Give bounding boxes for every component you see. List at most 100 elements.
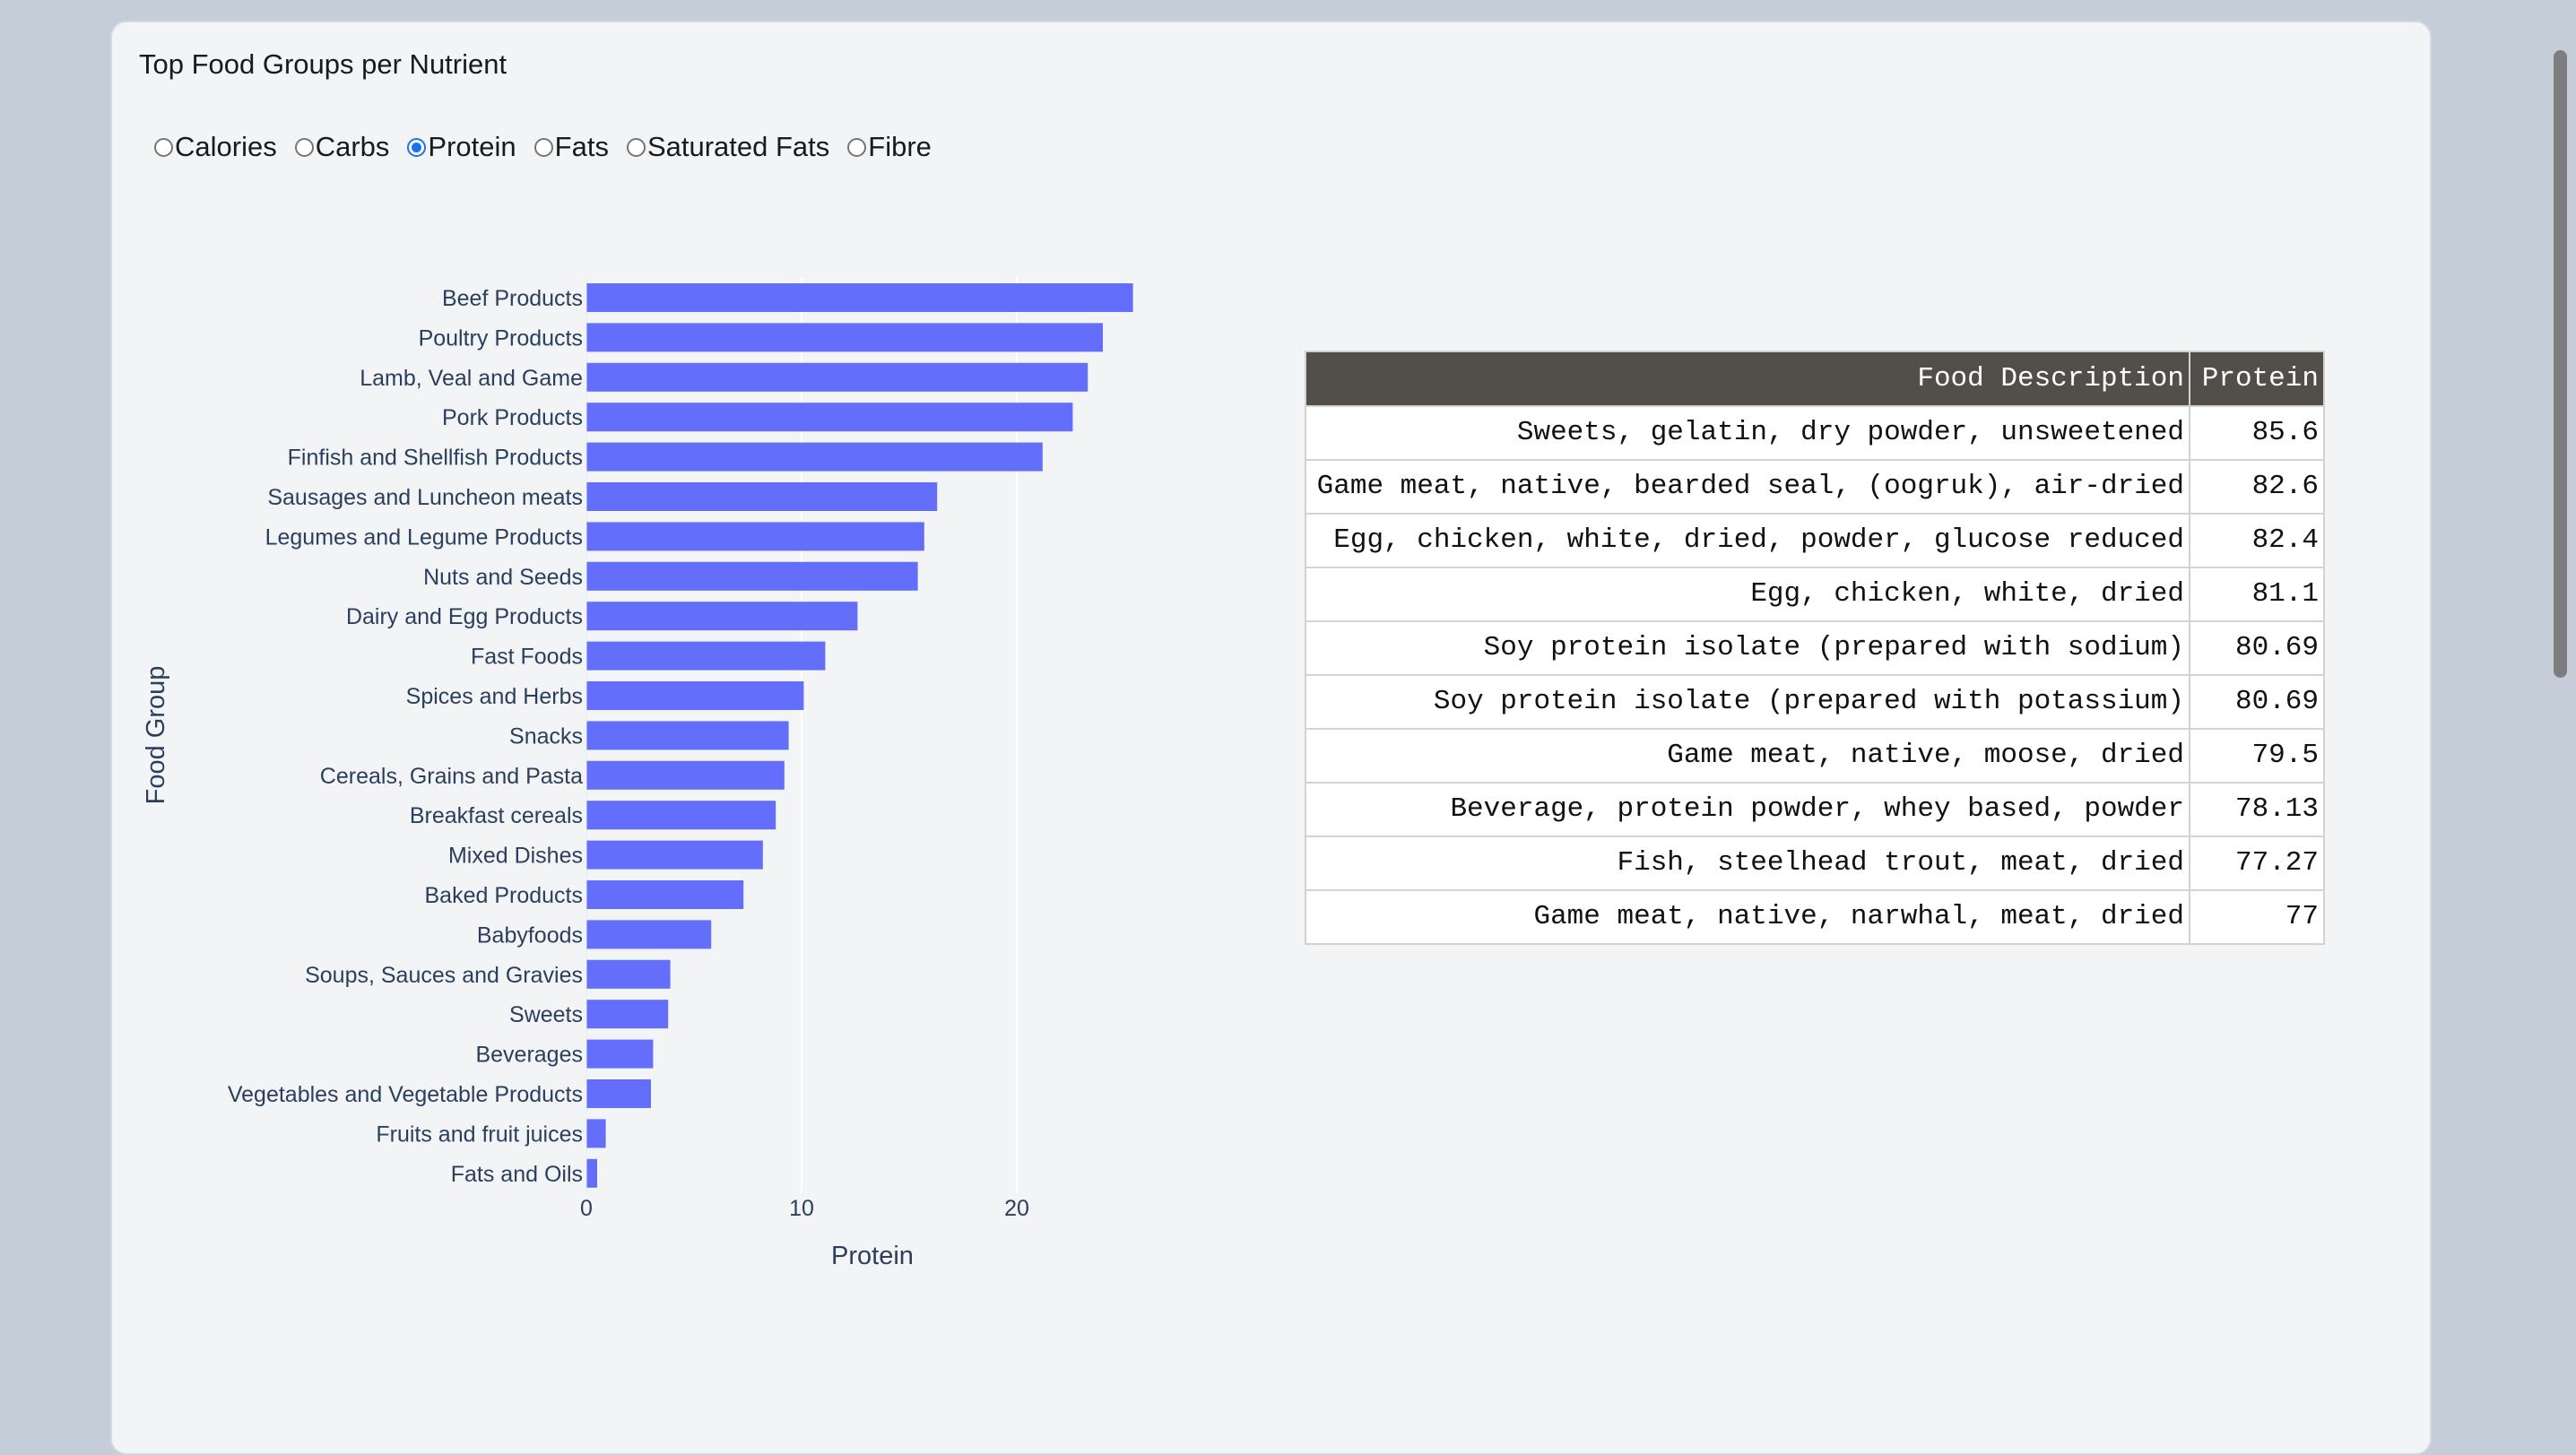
- table-header-row: Food Description Protein: [1305, 351, 2325, 407]
- table-row: Soy protein isolate (prepared with sodiu…: [1305, 620, 2325, 676]
- cell-protein-value: 80.69: [2189, 620, 2325, 676]
- y-tick-label: Vegetables and Vegetable Products: [228, 1082, 583, 1107]
- y-axis-title: Food Group: [142, 666, 170, 805]
- bar: [586, 362, 1089, 392]
- bar: [586, 721, 789, 750]
- radio-label: Fats: [554, 131, 609, 162]
- table-row: Beverage, protein powder, whey based, po…: [1305, 782, 2325, 837]
- x-tick-label: 0: [580, 1196, 593, 1221]
- x-tick-label: 10: [789, 1196, 814, 1221]
- y-tick-label: Baked Products: [425, 883, 584, 908]
- bar: [586, 681, 804, 710]
- radio-button-icon[interactable]: [626, 137, 646, 157]
- radio-button-icon[interactable]: [154, 137, 173, 157]
- y-tick-label: Pork Products: [442, 405, 583, 430]
- radio-label: Carbs: [315, 131, 390, 162]
- bar: [586, 522, 924, 551]
- bar: [586, 959, 671, 989]
- y-tick-label: Sweets: [509, 1002, 583, 1027]
- table-header-protein: Protein: [2189, 351, 2325, 407]
- table-row: Egg, chicken, white, dried 81.1: [1305, 567, 2325, 622]
- bar: [586, 1039, 654, 1069]
- radio-fibre[interactable]: Fibre: [847, 131, 932, 163]
- bar: [586, 442, 1043, 472]
- y-tick-label: Fruits and fruit juices: [376, 1122, 583, 1147]
- table-row: Game meat, native, narwhal, meat, dried 7…: [1305, 889, 2325, 945]
- y-tick-label: Soups, Sauces and Gravies: [305, 963, 583, 988]
- table-row: Egg, chicken, white, dried, powder, gluc…: [1305, 513, 2325, 568]
- bar: [586, 641, 826, 671]
- x-tick-label: 20: [1004, 1196, 1029, 1221]
- cell-protein-value: 85.6: [2189, 405, 2325, 461]
- bar: [586, 801, 776, 830]
- radio-label: Saturated Fats: [646, 131, 830, 162]
- nutrient-radio-group: Calories Carbs Protein Fats Saturated Fats Fi…: [154, 131, 950, 163]
- y-tick-label: Breakfast cereals: [410, 803, 583, 828]
- y-tick-label: Babyfoods: [477, 922, 583, 948]
- radio-calories[interactable]: Calories: [154, 131, 277, 163]
- radio-button-icon[interactable]: [407, 137, 427, 157]
- table-row: Fish, steelhead trout, meat, dried 77.27: [1305, 836, 2325, 891]
- table-header-food-description: Food Description: [1305, 351, 2190, 407]
- radio-fats[interactable]: Fats: [533, 131, 609, 163]
- y-tick-label: Lamb, Veal and Game: [360, 366, 583, 391]
- y-tick-label: Poultry Products: [419, 325, 583, 351]
- cell-food-description: Game meat, native, bearded seal, (oogruk…: [1305, 459, 2190, 515]
- cell-protein-value: 77.27: [2189, 836, 2325, 891]
- y-tick-label: Finfish and Shellfish Products: [288, 446, 583, 471]
- x-axis-title: Protein: [831, 1242, 914, 1270]
- cell-protein-value: 80.69: [2189, 674, 2325, 730]
- y-tick-label: Fast Foods: [471, 645, 583, 670]
- y-tick-label: Nuts and Seeds: [423, 565, 583, 590]
- cell-food-description: Game meat, native, moose, dried: [1305, 728, 2190, 784]
- bar: [586, 482, 938, 511]
- table-row: Game meat, native, moose, dried 79.5: [1305, 728, 2325, 784]
- y-tick-label: Beverages: [475, 1043, 583, 1068]
- cell-protein-value: 81.1: [2189, 567, 2325, 622]
- y-tick-label: Dairy and Egg Products: [346, 604, 583, 629]
- bar: [586, 561, 918, 591]
- radio-protein[interactable]: Protein: [407, 131, 516, 163]
- radio-label: Protein: [428, 131, 516, 162]
- bar: [586, 880, 744, 909]
- cell-food-description: Egg, chicken, white, dried, powder, gluc…: [1305, 513, 2190, 568]
- cell-protein-value: 79.5: [2189, 728, 2325, 784]
- bar: [586, 1079, 651, 1108]
- cell-protein-value: 77: [2189, 889, 2325, 945]
- y-tick-label: Snacks: [509, 723, 583, 749]
- cell-food-description: Soy protein isolate (prepared with sodiu…: [1305, 620, 2190, 676]
- cell-food-description: Egg, chicken, white, dried: [1305, 567, 2190, 622]
- radio-carbs[interactable]: Carbs: [294, 131, 390, 163]
- cell-protein-value: 82.4: [2189, 513, 2325, 568]
- cell-food-description: Soy protein isolate (prepared with potas…: [1305, 674, 2190, 730]
- y-tick-label: Legumes and Legume Products: [265, 524, 583, 550]
- cell-food-description: Game meat, native, narwhal, meat, dried: [1305, 889, 2190, 945]
- bar: [586, 283, 1133, 312]
- bar: [586, 920, 712, 949]
- bar: [586, 1158, 597, 1188]
- y-tick-label: Fats and Oils: [451, 1162, 583, 1187]
- cell-food-description: Beverage, protein powder, whey based, po…: [1305, 782, 2190, 837]
- card-title: Top Food Groups per Nutrient: [139, 48, 507, 80]
- bar: [586, 840, 763, 870]
- y-tick-label: Beef Products: [442, 286, 583, 311]
- radio-button-icon[interactable]: [533, 137, 553, 157]
- y-tick-label: Mixed Dishes: [448, 844, 583, 869]
- radio-label: Fibre: [868, 131, 932, 162]
- radio-label: Calories: [175, 131, 277, 162]
- bar: [586, 1119, 606, 1148]
- bar: [586, 1000, 669, 1029]
- bar: [586, 403, 1073, 432]
- table-row: Soy protein isolate (prepared with potas…: [1305, 674, 2325, 730]
- cell-protein-value: 78.13: [2189, 782, 2325, 837]
- radio-button-icon[interactable]: [847, 137, 867, 157]
- top-foods-table: Food Description Protein Sweets, gelatin…: [1305, 351, 2325, 945]
- y-tick-label: Spices and Herbs: [406, 684, 583, 709]
- page-scrollbar[interactable]: [2554, 50, 2567, 678]
- cell-protein-value: 82.6: [2189, 459, 2325, 515]
- bar: [586, 323, 1103, 352]
- bar: [586, 760, 785, 790]
- radio-button-icon[interactable]: [294, 137, 314, 157]
- cell-food-description: Fish, steelhead trout, meat, dried: [1305, 836, 2190, 891]
- radio-saturated-fats[interactable]: Saturated Fats: [626, 131, 830, 163]
